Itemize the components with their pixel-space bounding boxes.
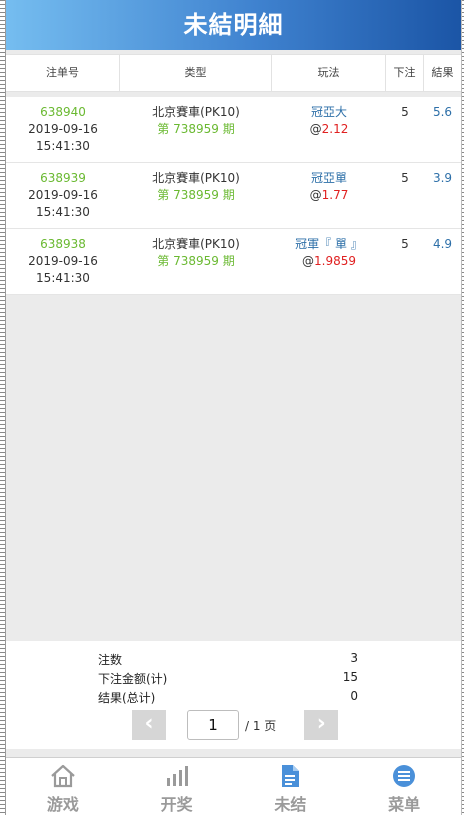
- odds: 2.12: [321, 122, 349, 136]
- type-cell: 北京賽車(PK10) 第 738959 期: [120, 229, 272, 294]
- tab-menu[interactable]: 菜单: [347, 758, 461, 815]
- summary-amount-value: 15: [342, 670, 358, 684]
- tab-label: 游戏: [46, 795, 79, 814]
- summary-result-value: 0: [350, 689, 358, 703]
- bet-id: 638939: [40, 171, 86, 185]
- tab-draw-results[interactable]: 开奖: [120, 758, 234, 815]
- summary-result: 结果(总计) 0: [98, 689, 358, 708]
- bet-time: 15:41:30: [36, 271, 90, 285]
- summary-amount: 下注金额(计) 15: [98, 670, 358, 689]
- period: 第 738959 期: [157, 188, 235, 202]
- summary-count: 注数 3: [98, 651, 358, 670]
- summary-count-value: 3: [350, 651, 358, 665]
- tab-label: 开奖: [160, 795, 193, 814]
- stake-cell: 5: [401, 171, 409, 185]
- left-ruler: [0, 0, 6, 815]
- table-row[interactable]: 638938 2019-09-16 15:41:30 北京賽車(PK10) 第 …: [6, 229, 461, 295]
- stake-cell: 5: [401, 105, 409, 119]
- bet-id: 638938: [40, 237, 86, 251]
- column-header-play: 玩法: [272, 55, 386, 91]
- summary-amount-label: 下注金额(计): [98, 672, 168, 686]
- table-row[interactable]: 638939 2019-09-16 15:41:30 北京賽車(PK10) 第 …: [6, 163, 461, 229]
- table-row[interactable]: 638940 2019-09-16 15:41:30 北京賽車(PK10) 第 …: [6, 97, 461, 163]
- prev-page-button[interactable]: ‹: [132, 710, 166, 740]
- odds-prefix: @: [309, 122, 322, 136]
- bet-time: 15:41:30: [36, 205, 90, 219]
- tab-unsettled[interactable]: 未结: [234, 758, 348, 815]
- page-total: / 1 页: [245, 718, 277, 733]
- pagination: ‹ 1 / 1 页 ›: [132, 709, 339, 741]
- game-type: 北京賽車(PK10): [152, 105, 240, 119]
- column-header-type: 类型: [120, 55, 272, 91]
- right-ruler: [461, 0, 464, 815]
- table-header: 注单号 类型 玩法 下注 結果: [6, 54, 461, 92]
- column-header-bet-id: 注单号: [6, 55, 120, 91]
- result-cell: 4.9: [432, 237, 453, 251]
- bar-chart-icon: [120, 763, 234, 789]
- play-name: 冠亞單: [310, 171, 347, 185]
- page-number-input[interactable]: 1: [187, 710, 239, 740]
- summary-result-label: 结果(总计): [98, 691, 156, 705]
- odds-prefix: @: [309, 188, 322, 202]
- result-cell: 5.6: [432, 105, 453, 119]
- period: 第 738959 期: [157, 122, 235, 136]
- play-cell: 冠亞單 @1.77: [272, 163, 386, 228]
- period: 第 738959 期: [157, 254, 235, 268]
- bet-id-cell: 638939 2019-09-16 15:41:30: [6, 163, 120, 228]
- home-icon: [6, 763, 120, 789]
- tab-label: 菜单: [388, 795, 421, 814]
- game-type: 北京賽車(PK10): [152, 171, 240, 185]
- next-page-button[interactable]: ›: [304, 710, 339, 740]
- result-cell: 3.9: [432, 171, 453, 185]
- tab-label: 未结: [274, 795, 307, 814]
- app-window: 未結明細 注单号 类型 玩法 下注 結果 638940 2019-09-16 1…: [6, 0, 461, 815]
- column-header-result: 結果: [431, 66, 454, 79]
- bet-date: 2019-09-16: [28, 188, 98, 202]
- play-name: 冠亞大: [310, 105, 347, 119]
- page-title: 未結明細: [6, 0, 461, 50]
- game-type: 北京賽車(PK10): [152, 237, 240, 251]
- bet-date: 2019-09-16: [28, 122, 98, 136]
- bet-time: 15:41:30: [36, 139, 90, 153]
- bottom-tab-bar: 游戏 开奖 未结 菜单: [6, 757, 461, 815]
- column-header-stake: 下注: [386, 55, 424, 91]
- tab-games[interactable]: 游戏: [6, 758, 120, 815]
- stake-cell: 5: [401, 237, 409, 251]
- bet-id-cell: 638938 2019-09-16 15:41:30: [6, 229, 120, 294]
- play-name: 冠軍『 單 』: [295, 237, 363, 251]
- menu-icon: [347, 763, 461, 789]
- type-cell: 北京賽車(PK10) 第 738959 期: [120, 163, 272, 228]
- play-cell: 冠亞大 @2.12: [272, 97, 386, 162]
- document-icon: [234, 763, 348, 789]
- bet-id: 638940: [40, 105, 86, 119]
- odds: 1.77: [321, 188, 349, 202]
- bet-id-cell: 638940 2019-09-16 15:41:30: [6, 97, 120, 162]
- type-cell: 北京賽車(PK10) 第 738959 期: [120, 97, 272, 162]
- bet-list: 638940 2019-09-16 15:41:30 北京賽車(PK10) 第 …: [6, 97, 461, 295]
- odds-prefix: @: [302, 254, 314, 268]
- summary-panel: 注数 3 下注金额(计) 15 结果(总计) 0 ‹ 1 / 1 页 ›: [6, 641, 461, 749]
- bet-date: 2019-09-16: [28, 254, 98, 268]
- odds: 1.9859: [314, 254, 356, 268]
- summary-count-label: 注数: [98, 653, 123, 667]
- play-cell: 冠軍『 單 』 @1.9859: [272, 229, 386, 294]
